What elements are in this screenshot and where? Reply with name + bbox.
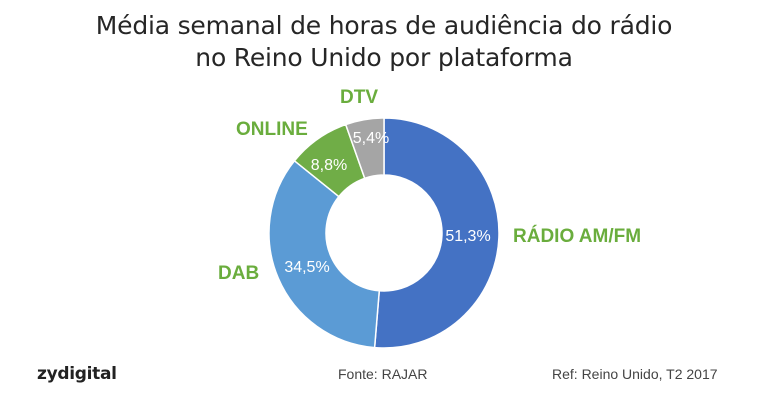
slice-value-label-online: 8,8%: [311, 157, 347, 174]
chart-title: Média semanal de horas de audiência do r…: [0, 10, 768, 74]
category-label-dab: DAB: [218, 263, 260, 284]
chart-title-line-1: Média semanal de horas de audiência do r…: [95, 11, 673, 40]
donut-slices: [268, 117, 500, 349]
slice-value-label-dab: 34,5%: [284, 259, 329, 276]
reference-note: Ref: Reino Unido, T2 2017: [552, 366, 718, 382]
chart-title-line-2: no Reino Unido por plataforma: [195, 43, 573, 72]
slice-value-label-radio-am-fm: 51,3%: [445, 228, 490, 245]
slice-radio-am-fm: [373, 117, 500, 349]
category-label-online: ONLINE: [236, 119, 308, 140]
source-note: Fonte: RAJAR: [338, 366, 428, 382]
slice-dab: [268, 159, 381, 349]
category-label-dtv: DTV: [340, 87, 378, 108]
zydigital-logo: zydigital: [37, 364, 117, 384]
category-label-radio-am-fm: RÁDIO AM/FM: [513, 226, 642, 247]
slice-dtv: [344, 117, 385, 180]
slice-value-label-dtv: 5,4%: [353, 130, 389, 147]
donut-value-labels: 51,3% 34,5% 8,8% 5,4%: [284, 130, 490, 276]
